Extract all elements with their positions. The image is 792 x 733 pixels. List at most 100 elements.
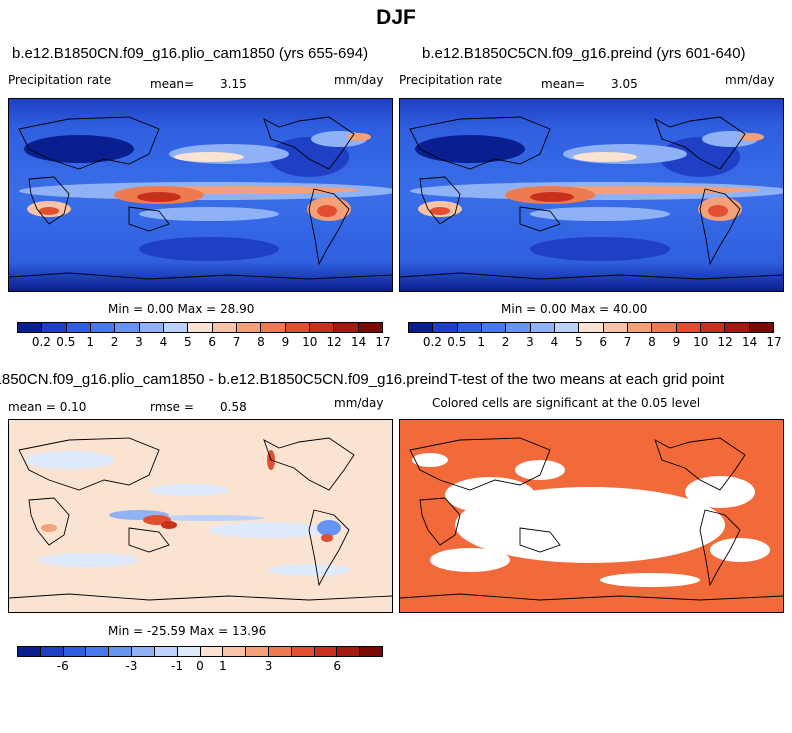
panel-3-colorbar-cell xyxy=(268,647,292,656)
panel-2-variable-label: Precipitation rate xyxy=(399,73,503,87)
panel-1-colorbar-cell xyxy=(139,323,164,332)
panel-2-colorbar-tick-label: 1 xyxy=(477,335,486,349)
panel-3-colorbar-cell xyxy=(246,647,269,656)
panel-2-colorbar-cell xyxy=(749,323,773,332)
panel-4-map xyxy=(399,419,784,613)
page-title: DJF xyxy=(376,6,416,29)
panel-2-colorbar-tick-label: 4 xyxy=(550,335,559,349)
panel-2-colorbar-tick-label: 9 xyxy=(672,335,681,349)
panel-1-colorbar-tick-label: 7 xyxy=(232,335,241,349)
panel-2-minmax: Min = 0.00 Max = 40.00 xyxy=(501,302,648,316)
panel-3-colorbar-cell xyxy=(291,647,315,656)
panel-3-colorbar-group: -6 -3 -1 0 1 3 6 xyxy=(17,646,383,673)
panel-2-colorbar-tick-label: 3 xyxy=(526,335,534,349)
panel-3-units: mm/day xyxy=(334,396,384,410)
panel-2-colorbar-cell xyxy=(627,323,653,332)
panel-3-colorbar-cell xyxy=(177,647,201,656)
panel-1-title: b.e12.B1850CN.f09_g16.plio_cam1850 (yrs … xyxy=(12,45,369,62)
panel-1-colorbar xyxy=(17,322,383,333)
panel-3-colorbar-tick-label: -1 xyxy=(171,659,184,673)
panel-3-colorbar-cell xyxy=(223,647,247,656)
panel-3-colorbar xyxy=(17,646,383,657)
panel-2-colorbar-cell xyxy=(457,323,482,332)
panel-2-mean-label: mean= xyxy=(541,77,586,91)
panel-3-diff-pattern xyxy=(24,450,349,576)
panel-1-colorbar-cell xyxy=(261,323,286,332)
panel-1-coastlines xyxy=(9,116,392,280)
panel-3-colorbar-tick-label: 0 xyxy=(196,659,204,673)
panel-2-units: mm/day xyxy=(725,73,775,87)
panel-2-colorbar-tick-label: 10 xyxy=(693,335,709,349)
panel-4-map-svg xyxy=(400,420,783,612)
panel-2-mean-value: 3.05 xyxy=(611,77,638,91)
panel-1-colorbar-cell xyxy=(18,323,43,332)
panel-2-colorbar-cell xyxy=(433,323,458,332)
panel-2-coastlines xyxy=(400,116,783,280)
panel-2-colorbar-cell xyxy=(725,323,750,332)
panel-1-colorbar-cell xyxy=(42,323,67,332)
panel-2-colorbar-tick-label: 0.2 xyxy=(422,335,442,349)
panel-2-colorbar-tick-label: 14 xyxy=(741,335,758,349)
panel-2-colorbar-tick-label: 0.5 xyxy=(447,335,467,349)
panel-3-colorbar-cell xyxy=(132,647,155,656)
panel-1-colorbar-cell xyxy=(358,323,382,332)
panel-3-title: b.e12.B1850CN.f09_g16.plio_cam1850 - b.e… xyxy=(0,371,448,388)
panel-1-units: mm/day xyxy=(334,73,384,87)
panel-1-colorbar-tick-label: 6 xyxy=(208,335,217,349)
panel-2-colorbar-cell xyxy=(506,323,531,332)
panel-3-rmse-value: 0.58 xyxy=(220,400,247,414)
panel-1-colorbar-cell xyxy=(236,323,262,332)
panel-1-colorbar-group: 0.2 0.5 1 2 3 4 5 6 7 8 9 10 12 14 17 xyxy=(17,322,391,349)
panel-2-colorbar-tick-label: 12 xyxy=(717,335,733,349)
panel-1-colorbar-cell xyxy=(115,323,140,332)
panel-3-colorbar-cell xyxy=(18,647,41,656)
panel-3-colorbar-cell xyxy=(200,647,224,656)
panel-1-colorbar-tick-label: 12 xyxy=(326,335,342,349)
panel-1-colorbar-cell xyxy=(309,323,335,332)
panel-1-colorbar-tick-label: 1 xyxy=(86,335,95,349)
panel-3-map-svg xyxy=(9,420,392,612)
panel-1-colorbar-cell xyxy=(334,323,359,332)
panel-3-colorbar-cell xyxy=(63,647,87,656)
panel-2-colorbar-group: 0.2 0.5 1 2 3 4 5 6 7 8 9 10 12 14 17 xyxy=(408,322,782,349)
panel-3-map xyxy=(8,419,393,613)
panel-3-minmax: Min = -25.59 Max = 13.96 xyxy=(108,624,267,638)
panel-3-coastlines xyxy=(9,437,392,601)
panel-3-colorbar-tick-label: 3 xyxy=(264,659,273,673)
panel-2-colorbar-tick-label: 8 xyxy=(648,335,656,349)
panel-2-colorbar xyxy=(408,322,774,333)
panel-1-colorbar-cell xyxy=(90,323,116,332)
panel-2-colorbar-cell xyxy=(579,323,604,332)
panel-4-title: T-test of the two means at each grid poi… xyxy=(449,371,725,388)
panel-1-map xyxy=(8,98,393,292)
panel-2-colorbar-cell xyxy=(554,323,580,332)
panel-3-rmse-label: rmse = xyxy=(150,400,194,414)
panel-1-variable-label: Precipitation rate xyxy=(8,73,112,87)
panel-4-nonsignificant-areas xyxy=(412,453,770,587)
panel-3-colorbar-cell xyxy=(86,647,110,656)
panel-1-colorbar-tick-label: 8 xyxy=(257,335,265,349)
panel-2-colorbar-tick-label: 17 xyxy=(766,335,782,349)
panel-4-subtitle: Colored cells are significant at the 0.0… xyxy=(432,396,701,410)
panel-2-title: b.e12.B1850C5CN.f09_g16.preind (yrs 601-… xyxy=(422,45,746,62)
panel-1-colorbar-tick-label: 3 xyxy=(135,335,143,349)
panel-1-mean-value: 3.15 xyxy=(220,77,247,91)
panel-1-colorbar-tick-label: 17 xyxy=(375,335,391,349)
panel-3-mean: mean = 0.10 xyxy=(8,400,87,414)
panel-2-colorbar-cell xyxy=(409,323,434,332)
panel-1-colorbar-tick-label: 2 xyxy=(110,335,119,349)
panel-3-colorbar-tick-label: -3 xyxy=(125,659,138,673)
panel-1-colorbar-cell xyxy=(285,323,310,332)
panel-1-mean-label: mean= xyxy=(150,77,195,91)
panel-1-colorbar-cell xyxy=(188,323,213,332)
panel-1-precip-pattern xyxy=(19,131,392,261)
panel-2-colorbar-cell xyxy=(481,323,507,332)
panel-1-colorbar-tick-label: 0.5 xyxy=(56,335,76,349)
panel-3-colorbar-tick-label: -6 xyxy=(56,659,69,673)
panel-1-colorbar-cell xyxy=(163,323,189,332)
panel-2-colorbar-tick-label: 7 xyxy=(623,335,632,349)
panel-3-colorbar-cell xyxy=(154,647,178,656)
panel-3-colorbar-ticks: -6 -3 -1 0 1 3 6 xyxy=(17,657,383,673)
panel-3-colorbar-cell xyxy=(109,647,133,656)
panel-1-colorbar-tick-label: 9 xyxy=(281,335,290,349)
